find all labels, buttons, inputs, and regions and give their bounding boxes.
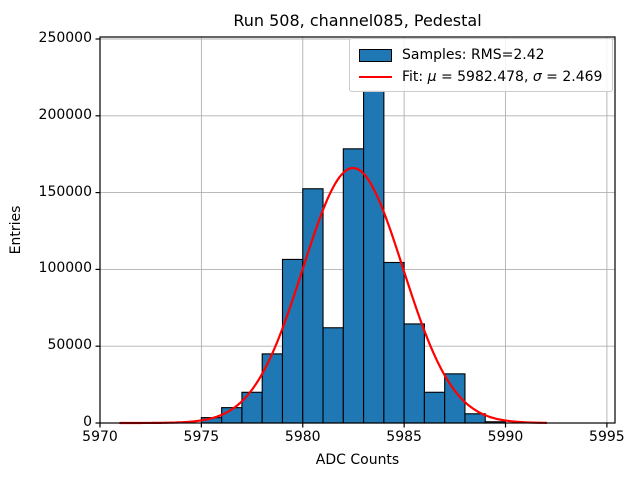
fit-curve: [119, 166, 548, 425]
y-tick-label: 100000: [38, 260, 92, 277]
x-tick-label: 5975: [183, 429, 220, 445]
x-tick-label: 5995: [589, 429, 625, 445]
y-tick-label: 250000: [38, 29, 92, 46]
axes-spines: [99, 36, 616, 424]
x-tick-label: 5985: [386, 429, 422, 445]
legend-fit-label: Fit: μ = 5982.478, σ = 2.469: [402, 69, 603, 85]
histogram-bar: [423, 391, 446, 424]
legend: Samples: RMS=2.42 Fit: μ = 5982.478, σ =…: [349, 38, 613, 92]
legend-item-fit: Fit: μ = 5982.478, σ = 2.469: [359, 66, 604, 88]
histogram-bar: [322, 327, 344, 424]
x-tick-label: 5980: [284, 429, 321, 445]
histogram-bar: [363, 90, 385, 424]
fit-line-swatch: [359, 76, 392, 78]
x-axis-label: ADC Counts: [315, 452, 400, 468]
histogram-bar: [281, 258, 304, 424]
x-tick-label: 5970: [82, 429, 118, 445]
y-tick-label: 50000: [47, 337, 92, 354]
y-tick-label: 0: [83, 414, 92, 430]
legend-samples-label: Samples: RMS=2.42: [402, 47, 545, 63]
histogram-bar: [342, 148, 365, 424]
histogram-bar: [261, 353, 284, 424]
y-tick-label: 150000: [38, 183, 92, 200]
histogram-bar: [383, 261, 405, 424]
histogram-bar: [403, 323, 425, 424]
histogram-bar: [302, 188, 324, 424]
x-tick-label: 5990: [487, 429, 524, 445]
legend-item-samples: Samples: RMS=2.42: [359, 44, 604, 66]
chart-title: Run 508, channel085, Pedestal: [233, 11, 482, 30]
y-tick-label: 200000: [38, 106, 92, 123]
histogram-swatch: [359, 48, 392, 62]
histogram-bar: [464, 413, 486, 424]
